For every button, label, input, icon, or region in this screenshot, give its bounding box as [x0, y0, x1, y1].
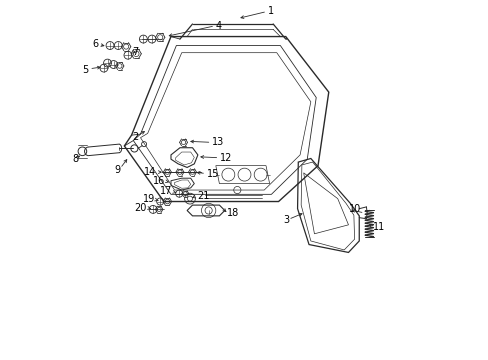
Text: 9: 9 — [114, 165, 121, 175]
Text: 19: 19 — [142, 194, 155, 204]
Text: 12: 12 — [220, 153, 232, 163]
Text: 8: 8 — [72, 154, 79, 164]
Text: 21: 21 — [197, 191, 209, 201]
Text: 20: 20 — [134, 203, 147, 213]
Text: 15: 15 — [206, 168, 219, 179]
Text: 2: 2 — [132, 132, 139, 142]
Text: 10: 10 — [348, 204, 360, 215]
Text: 11: 11 — [372, 222, 385, 232]
Text: 16: 16 — [152, 176, 164, 186]
Text: 1: 1 — [267, 6, 273, 17]
Text: 14: 14 — [144, 167, 156, 177]
Text: 5: 5 — [82, 64, 88, 75]
Text: 18: 18 — [226, 208, 238, 218]
Text: 4: 4 — [215, 21, 222, 31]
Text: 6: 6 — [92, 39, 99, 49]
Text: 13: 13 — [212, 138, 224, 147]
Text: 17: 17 — [160, 186, 172, 197]
Text: 3: 3 — [282, 215, 288, 225]
Text: 7: 7 — [132, 46, 139, 57]
